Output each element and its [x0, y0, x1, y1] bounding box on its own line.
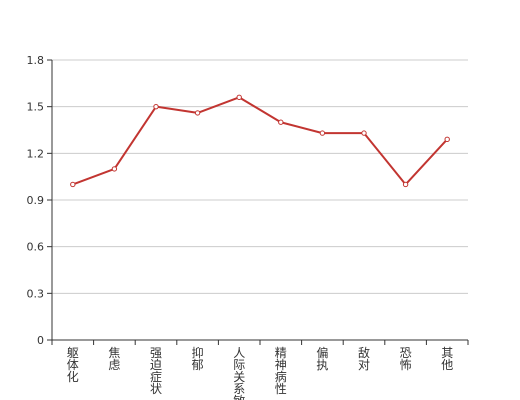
- x-tick-label: 敌对: [358, 345, 370, 372]
- data-point[interactable]: [70, 181, 76, 188]
- y-tick-label: 0.3: [27, 287, 45, 300]
- x-tick-label: 精神病性: [275, 346, 287, 396]
- data-point[interactable]: [111, 166, 118, 172]
- data-point[interactable]: [319, 130, 326, 136]
- x-tick-label: 躯体化: [67, 345, 79, 384]
- x-tick-label: 焦虑: [108, 346, 120, 372]
- x-tick-label: 恐怖: [400, 346, 412, 372]
- x-tick-label: 偏执: [316, 345, 328, 372]
- y-tick-label: 1.8: [27, 54, 45, 67]
- data-point[interactable]: [402, 181, 409, 188]
- series: [70, 94, 450, 188]
- y-tick-label: 1.5: [27, 101, 45, 114]
- y-tick-label: 1.2: [27, 147, 45, 160]
- x-tick-label: 强迫症状: [150, 346, 162, 396]
- gridlines: [52, 59, 468, 294]
- x-tick-label: 人际关系敏感: [233, 346, 245, 400]
- series-line: [72, 96, 448, 186]
- x-tick-label: 抑郁: [192, 345, 204, 372]
- data-point[interactable]: [444, 136, 450, 143]
- y-tick-label: 0: [37, 334, 44, 347]
- data-point[interactable]: [194, 110, 201, 116]
- y-tick-label: 0.6: [27, 241, 45, 254]
- y-tick-labels: 0 0.3 0.6 0.9 1.2 1.5 1.8: [27, 54, 45, 347]
- data-point[interactable]: [361, 130, 367, 136]
- data-point[interactable]: [278, 119, 284, 125]
- axes: [47, 59, 469, 345]
- data-point[interactable]: [153, 103, 159, 110]
- x-tick-label: 其他: [441, 346, 453, 372]
- x-tick-labels: 躯体化 焦虑 强迫症状 抑郁 人际关系敏感 精神病性 偏执 敌对 恐怖 其他: [67, 345, 453, 400]
- y-tick-label: 0.9: [27, 194, 45, 207]
- data-point[interactable]: [236, 94, 242, 101]
